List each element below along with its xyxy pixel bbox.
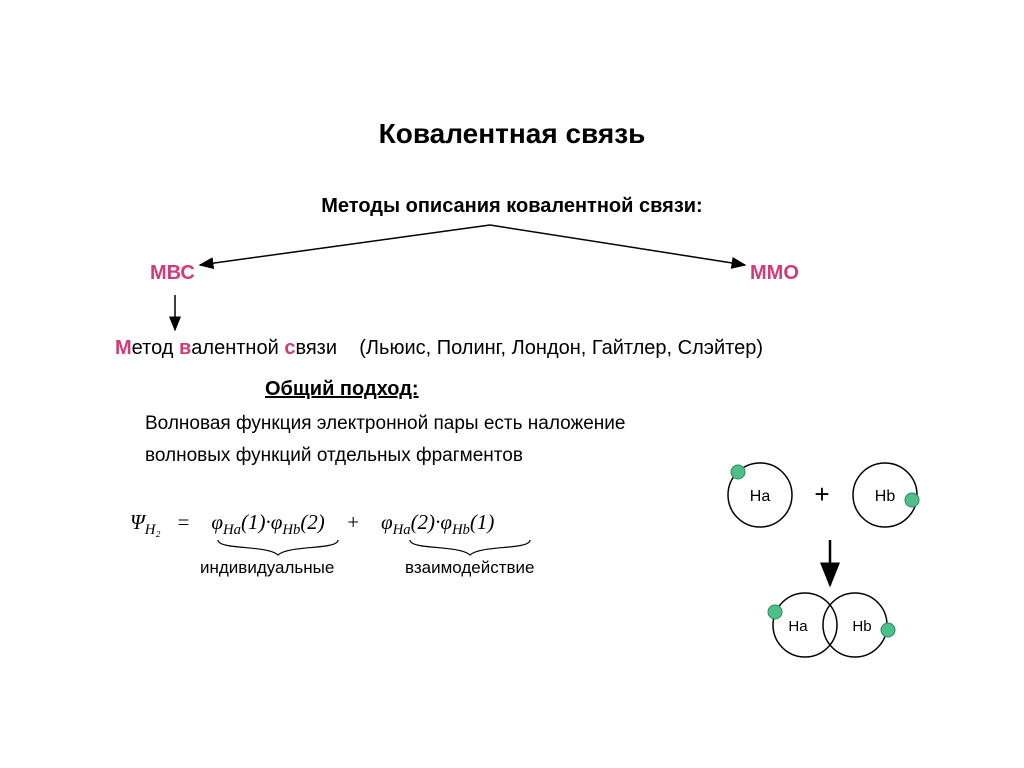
branch-arrows: [0, 0, 1024, 768]
description-2: волновых функций отдельных фрагментов: [145, 445, 523, 467]
exp-M: М: [115, 337, 132, 359]
eq: =: [176, 510, 190, 534]
method-left: МВС: [150, 262, 195, 285]
page-title: Ковалентная связь: [0, 118, 1024, 150]
brace2-label: взаимодействие: [405, 558, 535, 578]
exp-t3: вязи: [295, 337, 337, 359]
plus: +: [346, 510, 360, 534]
ha-label: Ha: [750, 488, 771, 505]
description-1: Волновая функция электронной пары есть н…: [145, 413, 625, 435]
exp-t2: алентной: [191, 337, 284, 359]
approach-label: Общий подход:: [265, 378, 419, 401]
underbraces: [0, 0, 1024, 768]
brace1-label: индивидуальные: [200, 558, 334, 578]
exp-s: с: [284, 337, 295, 359]
psi-sub: H₂: [145, 522, 161, 538]
psi: Ψ: [130, 510, 145, 534]
exp-v: в: [179, 337, 191, 359]
t2a: φ: [381, 510, 393, 534]
hb2-label: Hb: [852, 618, 871, 635]
t1a: φ: [211, 510, 223, 534]
authors: (Льюис, Полинг, Лондон, Гайтлер, Слэйтер…: [359, 337, 763, 359]
atom-plus: +: [814, 479, 829, 509]
ha2-label: Ha: [788, 618, 808, 635]
wave-formula: ΨH₂ = φHa(1)·φHb(2) + φHa(2)·φHb(1): [130, 510, 494, 539]
exp-t1: етод: [132, 337, 179, 359]
atom-diagram: Ha + Hb Ha Hb: [0, 0, 1024, 768]
subtitle: Методы описания ковалентной связи:: [0, 195, 1024, 218]
method-right: ММО: [750, 262, 799, 285]
method-expansion: Метод валентной связи (Льюис, Полинг, Ло…: [115, 337, 763, 360]
hb-label: Hb: [875, 488, 896, 505]
